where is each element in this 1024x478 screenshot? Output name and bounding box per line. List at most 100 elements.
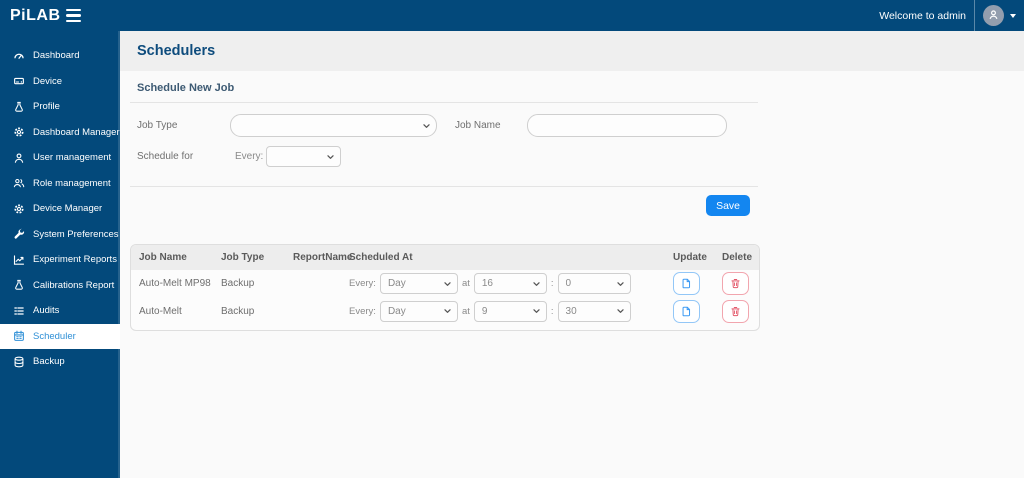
section-title: Schedule New Job — [130, 76, 758, 103]
chevron-down-icon[interactable] — [1010, 13, 1016, 18]
card-footer: Save — [130, 186, 758, 226]
content: Schedule New Job Job Type Job Name Sched… — [120, 71, 1024, 331]
table-header-job-type: Job Type — [221, 252, 265, 263]
every-label: Every: — [235, 151, 264, 162]
table-header-reportname: ReportName — [293, 252, 353, 263]
app-logo: PiLAB — [10, 6, 61, 24]
sidebar-item-label: Calibrations Report — [33, 279, 115, 291]
hour-select-wrap: 9 — [473, 300, 547, 322]
update-cell — [665, 272, 714, 296]
job-name-input[interactable] — [527, 114, 727, 137]
every-select[interactable] — [266, 146, 342, 167]
table-body: Auto-Melt MP98 Backup Every: Day at 16:0 Auto-… — [131, 270, 759, 325]
sidebar-nav: Dashboard Device Profile Dashboard Manager U… — [0, 43, 120, 375]
at-label: at — [461, 305, 470, 317]
flask-icon — [13, 279, 25, 291]
wrench-icon — [13, 228, 25, 240]
sidebar: Dashboard Device Profile Dashboard Manager U… — [0, 0, 120, 478]
every-label: Every: — [349, 278, 376, 290]
every-select[interactable]: Day — [379, 300, 458, 322]
sidebar-item-scheduler[interactable]: Scheduler — [0, 323, 120, 349]
job-type-cell: Backup — [221, 305, 255, 317]
scheduled-at-cell: Every: Day at 16:0 — [341, 273, 665, 295]
topbar-divider — [974, 0, 975, 31]
sidebar-item-system-preferences[interactable]: System Preferences — [0, 222, 120, 248]
sidebar-item-user-management[interactable]: User management — [0, 145, 120, 171]
database-icon — [13, 356, 25, 368]
hour-select-wrap: 16 — [473, 273, 547, 295]
sidebar-item-label: Backup — [33, 356, 65, 368]
scheduled-at-cell: Every: Day at 9:30 — [341, 300, 665, 322]
delete-button[interactable] — [722, 272, 749, 296]
job-name-cell: Auto-Melt MP98 — [139, 278, 211, 290]
sidebar-item-role-management[interactable]: Role management — [0, 171, 120, 197]
topbar: PiLAB Welcome to admin — [0, 0, 1024, 31]
hamburger-menu-icon[interactable] — [62, 5, 85, 26]
sidebar-item-profile[interactable]: Profile — [0, 94, 120, 120]
avatar[interactable] — [983, 5, 1004, 26]
sidebar-item-label: Role management — [33, 177, 111, 189]
user-icon — [13, 152, 25, 164]
sidebar-item-calibrations-report[interactable]: Calibrations Report — [0, 273, 120, 299]
job-type-label: Job Type — [137, 120, 178, 131]
person-icon — [987, 8, 1000, 24]
sidebar-item-device-manager[interactable]: Device Manager — [0, 196, 120, 222]
minute-select[interactable]: 0 — [557, 273, 631, 295]
table-header-scheduled-at: Scheduled At — [349, 252, 413, 263]
welcome-text: Welcome to admin — [879, 9, 966, 22]
minute-select-wrap: 30 — [557, 300, 631, 322]
gear-icon — [13, 203, 25, 215]
table-row: Auto-Melt MP98 Backup Every: Day at 16:0 — [131, 270, 759, 298]
every-select[interactable]: Day — [379, 273, 458, 295]
chart-icon — [13, 254, 25, 266]
topbar-right: Welcome to admin — [879, 0, 1024, 31]
sidebar-item-label: Experiment Reports — [33, 254, 117, 266]
table-header-row: Job Name Job Type ReportName Scheduled At Up… — [131, 245, 759, 270]
sidebar-item-dashboard[interactable]: Dashboard — [0, 43, 120, 69]
update-button[interactable] — [673, 272, 700, 296]
page-title: Schedulers — [137, 43, 216, 59]
sidebar-item-label: Profile — [33, 101, 60, 113]
every-label: Every: — [349, 305, 376, 317]
minute-select[interactable]: 30 — [557, 300, 631, 322]
sidebar-item-audits[interactable]: Audits — [0, 298, 120, 324]
jobs-table: Job Name Job Type ReportName Scheduled At Up… — [130, 244, 760, 331]
every-select-wrap: Day — [379, 300, 458, 322]
job-name-cell: Auto-Melt — [139, 305, 182, 317]
calendar-icon — [13, 330, 25, 342]
hour-select[interactable]: 9 — [473, 300, 547, 322]
colon-label: : — [550, 305, 554, 317]
schedule-form: Job Type Job Name Schedule for Every: — [130, 103, 758, 178]
update-button[interactable] — [673, 299, 700, 323]
hour-select[interactable]: 16 — [473, 273, 547, 295]
sidebar-item-label: User management — [33, 152, 112, 164]
job-type-select[interactable] — [230, 114, 437, 137]
table-header-update: Update — [673, 252, 707, 263]
save-button[interactable]: Save — [706, 195, 750, 216]
delete-cell — [714, 299, 759, 323]
colon-label: : — [550, 278, 554, 290]
file-icon — [681, 278, 692, 289]
every-select-wrap: Day — [379, 273, 458, 295]
table-header-job-name: Job Name — [139, 252, 187, 263]
sidebar-item-backup[interactable]: Backup — [0, 349, 120, 375]
sidebar-item-dashboard-manager[interactable]: Dashboard Manager — [0, 120, 120, 146]
every-select-wrap — [266, 146, 342, 167]
sidebar-item-label: Audits — [33, 305, 60, 317]
form-row-1: Job Type Job Name — [137, 114, 758, 137]
form-row-2: Schedule for Every: — [137, 146, 758, 167]
sidebar-item-device[interactable]: Device — [0, 69, 120, 95]
sidebar-item-label: Device Manager — [33, 203, 103, 215]
job-type-cell: Backup — [221, 278, 255, 290]
sidebar-item-label: Dashboard — [33, 50, 80, 62]
table-header-delete: Delete — [722, 252, 753, 263]
file-icon — [681, 306, 692, 317]
sidebar-item-experiment-reports[interactable]: Experiment Reports — [0, 247, 120, 273]
delete-button[interactable] — [722, 299, 749, 323]
gauge-icon — [13, 50, 25, 62]
minute-select-wrap: 0 — [557, 273, 631, 295]
gear-icon — [13, 126, 25, 138]
users-icon — [13, 177, 25, 189]
delete-cell — [714, 272, 759, 296]
sidebar-item-label: Scheduler — [33, 330, 76, 342]
